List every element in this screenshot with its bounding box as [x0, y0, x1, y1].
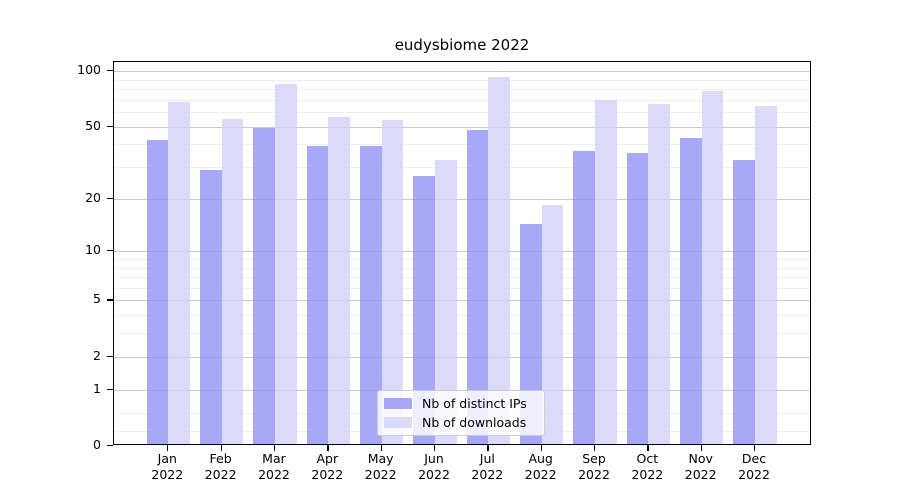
bar-downloads-nov — [701, 91, 724, 444]
y-tick-mark-1 — [107, 388, 113, 390]
x-tick-mark-jan — [167, 445, 169, 451]
x-tick-label-mar: Mar 2022 — [258, 451, 290, 482]
bar-downloads-dec — [755, 106, 777, 444]
gridline-major-10 — [114, 251, 810, 253]
x-tick-label-feb: Feb 2022 — [204, 451, 237, 482]
x-tick-mark-nov — [700, 445, 702, 451]
bar-distinct-ips-apr — [306, 146, 329, 444]
bar-downloads-aug — [541, 204, 564, 444]
gridline-minor-3 — [114, 333, 810, 335]
x-tick-mark-sep — [594, 445, 596, 451]
legend-label-downloads: Nb of downloads — [422, 415, 527, 430]
legend-label-distinct-ips: Nb of distinct IPs — [422, 396, 527, 411]
bar-downloads-mar — [274, 84, 297, 444]
gridline-major-5 — [114, 300, 810, 302]
y-tick-label-1: 1 — [93, 380, 101, 396]
x-tick-mark-may — [380, 445, 382, 451]
gridline-minor-9 — [114, 258, 810, 260]
y-tick-label-20: 20 — [85, 189, 101, 205]
x-tick-label-apr: Apr 2022 — [311, 451, 344, 482]
bar-distinct-ips-jul — [466, 129, 489, 444]
gridline-minor-4 — [114, 315, 810, 317]
y-tick-mark-5 — [107, 299, 113, 301]
y-tick-mark-2 — [107, 355, 113, 357]
bar-distinct-ips-aug — [519, 224, 542, 444]
gridline-minor-8 — [114, 267, 810, 269]
x-tick-label-dec: Dec 2022 — [738, 451, 770, 482]
bar-downloads-apr — [328, 117, 350, 444]
y-tick-mark-0 — [107, 445, 113, 447]
x-tick-mark-oct — [647, 445, 649, 451]
gridline-minor-6 — [114, 287, 810, 289]
bar-distinct-ips-sep — [573, 150, 595, 444]
bar-downloads-jul — [488, 76, 511, 444]
y-tick-label-50: 50 — [85, 117, 101, 133]
x-tick-label-jul: Jul 2022 — [471, 451, 504, 482]
legend-row-distinct-ips: Nb of distinct IPs — [384, 396, 536, 411]
gridline-major-2 — [114, 356, 810, 358]
x-tick-mark-dec — [754, 445, 756, 451]
x-tick-label-jun: Jun 2022 — [418, 451, 450, 482]
x-tick-mark-mar — [273, 445, 276, 451]
bar-distinct-ips-dec — [733, 159, 756, 444]
legend-row-downloads: Nb of downloads — [384, 415, 536, 430]
bar-downloads-oct — [648, 103, 671, 444]
gridline-minor-70 — [114, 99, 810, 101]
gridline-minor-60 — [114, 112, 810, 114]
bar-downloads-feb — [221, 118, 244, 444]
bar-downloads-jan — [168, 102, 190, 444]
gridline-minor-7 — [114, 277, 810, 279]
y-tick-mark-20 — [107, 197, 113, 199]
y-tick-label-0: 0 — [93, 437, 101, 452]
y-tick-mark-10 — [107, 250, 113, 252]
x-tick-label-may: May 2022 — [364, 451, 397, 482]
bar-downloads-jun — [435, 159, 457, 444]
gridline-minor-30 — [114, 167, 810, 169]
x-tick-mark-aug — [540, 445, 542, 451]
chart-title: eudysbiome 2022 — [394, 36, 530, 54]
x-tick-label-aug: Aug 2022 — [524, 451, 557, 482]
bar-distinct-ips-may — [359, 146, 382, 444]
y-tick-label-2: 2 — [93, 347, 101, 363]
x-tick-label-oct: Oct 2022 — [631, 451, 664, 482]
y-tick-label-10: 10 — [85, 242, 101, 258]
bar-distinct-ips-jun — [413, 176, 435, 444]
x-tick-label-nov: Nov 2022 — [684, 451, 717, 482]
gridline-minor-80 — [114, 89, 810, 91]
bar-distinct-ips-nov — [680, 138, 702, 444]
x-tick-mark-feb — [220, 445, 222, 451]
y-tick-mark-50 — [107, 125, 113, 127]
x-tick-label-jan: Jan 2022 — [151, 451, 184, 482]
gridline-minor-90 — [114, 79, 810, 81]
x-tick-mark-jun — [434, 445, 436, 451]
bar-distinct-ips-jan — [146, 140, 169, 444]
x-tick-label-sep: Sep 2022 — [578, 451, 610, 482]
bar-downloads-sep — [595, 100, 617, 444]
x-tick-mark-apr — [327, 445, 329, 451]
gridline-minor-40 — [114, 144, 810, 146]
bar-distinct-ips-mar — [253, 127, 275, 444]
bar-downloads-may — [381, 119, 404, 444]
plot-area — [113, 61, 811, 445]
y-tick-label-5: 5 — [93, 291, 101, 307]
y-tick-mark-100 — [107, 70, 113, 72]
y-tick-label-100: 100 — [77, 62, 101, 78]
legend-swatch-downloads — [384, 417, 412, 428]
bar-distinct-ips-oct — [626, 152, 649, 444]
gridline-major-100 — [114, 71, 810, 73]
gridline-major-50 — [114, 126, 810, 128]
legend: Nb of distinct IPs Nb of downloads — [377, 390, 545, 436]
gridline-major-20 — [114, 198, 810, 200]
legend-swatch-distinct-ips — [384, 398, 412, 409]
x-tick-mark-jul — [487, 445, 489, 451]
bar-distinct-ips-feb — [199, 170, 222, 444]
